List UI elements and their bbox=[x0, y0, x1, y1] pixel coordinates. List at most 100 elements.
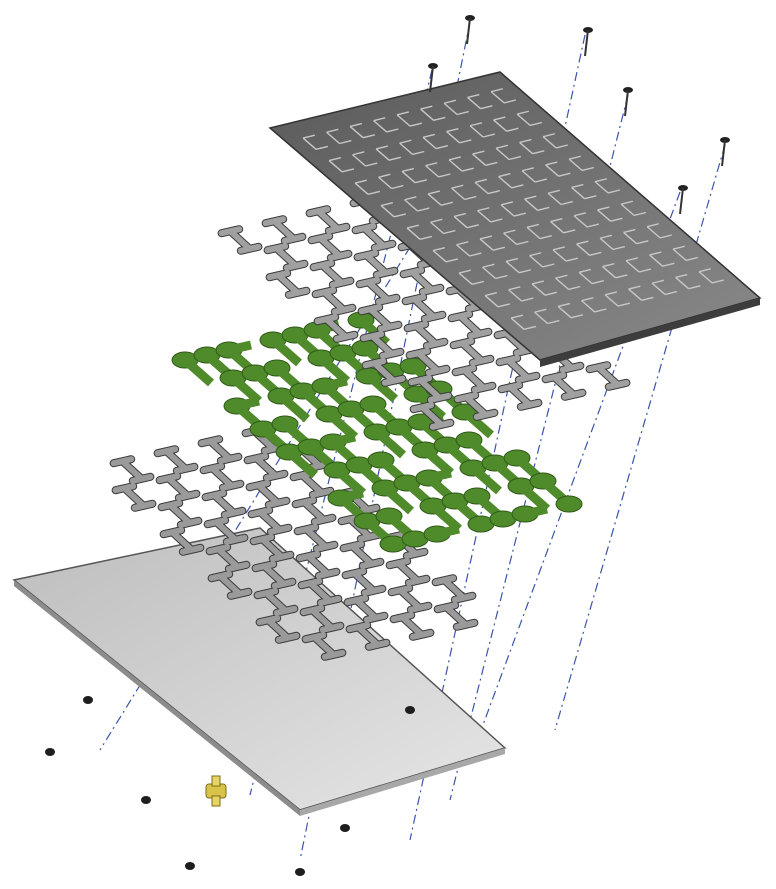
slot bbox=[510, 314, 536, 330]
slot bbox=[529, 252, 555, 268]
green-bar bbox=[230, 374, 262, 405]
tube-segment bbox=[390, 612, 434, 640]
tube-segment bbox=[310, 260, 354, 288]
slot bbox=[490, 88, 516, 104]
tube-segment bbox=[254, 588, 298, 616]
slot bbox=[443, 99, 469, 116]
green-bar bbox=[524, 504, 548, 519]
slot bbox=[505, 257, 531, 274]
green-bar bbox=[332, 432, 356, 447]
tube-segment bbox=[362, 358, 406, 386]
slot bbox=[555, 274, 581, 291]
tube-segment bbox=[360, 331, 404, 359]
slot bbox=[474, 178, 500, 195]
slot bbox=[404, 196, 430, 212]
slot bbox=[469, 122, 495, 138]
green-bar bbox=[236, 396, 260, 411]
slot bbox=[420, 105, 446, 121]
tube-segment bbox=[262, 216, 306, 244]
tube-segment bbox=[198, 436, 242, 464]
nut-icon bbox=[45, 748, 55, 756]
tube-segment bbox=[356, 277, 400, 305]
slot bbox=[375, 145, 401, 161]
slot bbox=[467, 93, 493, 110]
tube-segment bbox=[448, 311, 492, 339]
tube-segment bbox=[450, 338, 494, 366]
slot bbox=[425, 162, 451, 178]
tube-segment bbox=[300, 605, 344, 633]
slot bbox=[399, 139, 425, 156]
screw-icon bbox=[623, 87, 633, 117]
nut-icon bbox=[83, 696, 93, 704]
slot bbox=[456, 241, 482, 257]
green-bar bbox=[324, 376, 348, 391]
slot bbox=[427, 190, 453, 206]
slot bbox=[495, 144, 521, 161]
tube-segment bbox=[314, 314, 358, 342]
slot bbox=[521, 167, 547, 183]
tube-segment bbox=[312, 287, 356, 315]
slot bbox=[430, 218, 456, 235]
green-bar bbox=[358, 316, 390, 347]
slot bbox=[479, 235, 505, 251]
slot bbox=[628, 285, 654, 301]
tube-segment bbox=[358, 304, 402, 332]
green-bar bbox=[340, 488, 364, 503]
nut-icon bbox=[340, 824, 350, 832]
slot bbox=[451, 184, 477, 201]
tube-segment bbox=[354, 250, 398, 278]
screw-icon bbox=[428, 63, 438, 93]
slot bbox=[401, 167, 427, 184]
slot bbox=[508, 286, 534, 302]
tube-segment bbox=[298, 578, 342, 606]
tube-segment bbox=[344, 595, 388, 623]
bottom-plate bbox=[12, 527, 507, 816]
green-bar bbox=[462, 408, 494, 439]
tube-segment bbox=[308, 233, 352, 261]
tube-segment bbox=[542, 372, 586, 400]
tube-segment bbox=[252, 561, 296, 589]
tube-segment bbox=[218, 226, 262, 254]
green-bar bbox=[436, 524, 460, 539]
slot bbox=[352, 151, 378, 167]
slot bbox=[698, 268, 724, 284]
tube-segment bbox=[352, 223, 396, 251]
tube-segment bbox=[496, 355, 540, 383]
green-bar bbox=[366, 372, 398, 403]
slot bbox=[571, 183, 597, 200]
tube-segment bbox=[296, 551, 340, 579]
slot bbox=[453, 212, 479, 229]
slot bbox=[623, 228, 649, 245]
screw-icon bbox=[720, 137, 730, 167]
slot bbox=[646, 223, 672, 239]
green-bar bbox=[518, 482, 550, 513]
lower-tube-network bbox=[110, 426, 478, 660]
tube-segment bbox=[400, 267, 444, 295]
tube-segment bbox=[204, 517, 248, 545]
tube-segment bbox=[112, 483, 156, 511]
slot bbox=[620, 200, 646, 217]
slot bbox=[349, 122, 375, 139]
green-bar bbox=[422, 446, 454, 477]
green-bar bbox=[374, 428, 406, 459]
hose-fitting-icon bbox=[205, 775, 227, 807]
nut-icon bbox=[295, 868, 305, 876]
tube-segment bbox=[160, 527, 204, 555]
tube-segment bbox=[154, 446, 198, 474]
slot bbox=[380, 201, 406, 218]
green-bar bbox=[382, 484, 414, 515]
tube-segment bbox=[402, 294, 446, 322]
tube-segment bbox=[266, 270, 310, 298]
green-bar bbox=[428, 468, 452, 483]
slot bbox=[516, 110, 542, 127]
slot bbox=[534, 308, 560, 325]
slot bbox=[557, 302, 583, 319]
green-bar bbox=[470, 464, 502, 495]
tube-segment bbox=[454, 392, 498, 420]
top-screws bbox=[428, 15, 730, 215]
slot bbox=[354, 179, 380, 195]
slot bbox=[625, 257, 651, 273]
slot bbox=[524, 195, 550, 211]
tube-segment bbox=[206, 544, 250, 572]
